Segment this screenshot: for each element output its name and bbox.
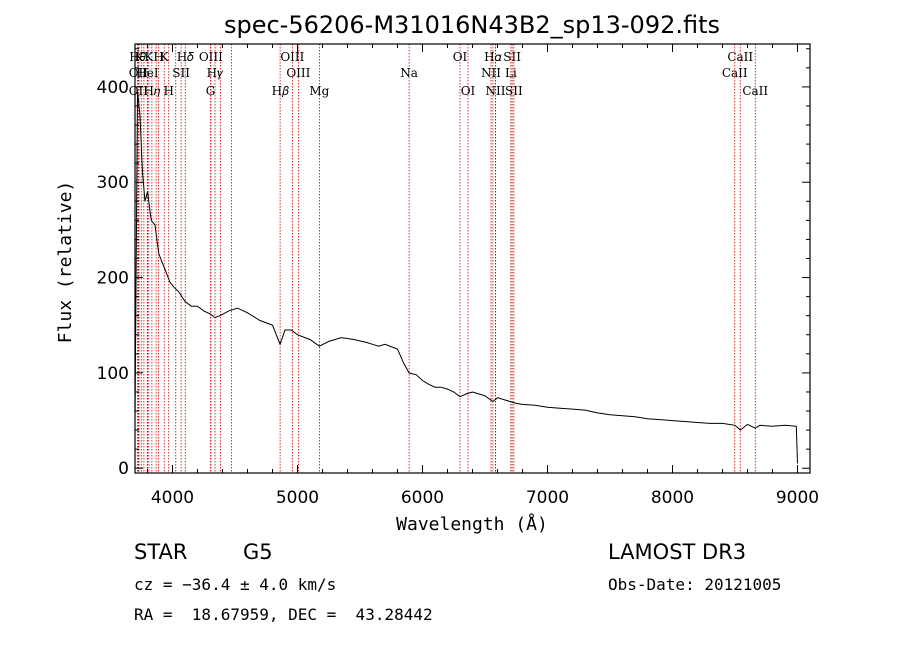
emission-line-markers xyxy=(137,44,756,473)
marker-label: H𝛾 xyxy=(207,66,224,80)
x-tick-label: 6000 xyxy=(401,488,444,508)
y-axis-label: Flux (relative) xyxy=(55,181,76,344)
marker-label: CaII xyxy=(727,50,753,64)
marker-label: SII xyxy=(505,84,523,98)
y-axis-ticks: 0 100 200 300 400 xyxy=(97,48,810,479)
marker-label: OIII xyxy=(280,50,304,64)
marker-label: Li xyxy=(505,66,517,80)
marker-label: NII xyxy=(486,84,506,98)
marker-label: H𝜃 xyxy=(129,50,146,64)
marker-label: H𝛽 xyxy=(272,84,289,98)
marker-label: K xyxy=(160,50,170,64)
observation-date: Obs-Date: 20121005 xyxy=(608,575,782,594)
marker-label: H xyxy=(164,84,174,98)
marker-label: H𝛿 xyxy=(177,50,194,64)
x-tick-label: 4000 xyxy=(151,488,194,508)
marker-label: OII xyxy=(129,84,149,98)
object-class: STAR xyxy=(134,540,188,564)
x-axis-ticks: 4000 5000 6000 7000 8000 9000 xyxy=(147,44,819,508)
spectrum-line xyxy=(134,91,798,464)
y-tick-label: 400 xyxy=(97,78,129,98)
x-tick-label: 8000 xyxy=(651,488,694,508)
y-tick-label: 0 xyxy=(118,459,129,479)
x-tick-label: 7000 xyxy=(526,488,569,508)
marker-label: NII xyxy=(481,66,501,80)
marker-label: OII xyxy=(129,66,149,80)
redshift-velocity: cz = −36.4 ± 4.0 km/s xyxy=(134,575,337,594)
y-tick-label: 200 xyxy=(97,269,129,289)
marker-label: SII xyxy=(503,50,521,64)
x-axis-label: Wavelength (Å) xyxy=(396,513,548,535)
sky-coordinates: RA = 18.67959, DEC = 43.28442 xyxy=(134,605,433,624)
x-tick-label: 9000 xyxy=(776,488,819,508)
marker-label: OIII xyxy=(199,50,223,64)
chart-title: spec-56206-M31016N43B2_sp13-092.fits xyxy=(224,11,720,39)
marker-label: OI xyxy=(453,50,468,64)
marker-label: CaII xyxy=(742,84,768,98)
marker-label: Κ xyxy=(135,50,145,64)
marker-label: H𝛼 xyxy=(484,50,501,64)
marker-label: HeI xyxy=(136,66,159,80)
object-subclass: G5 xyxy=(243,540,273,564)
marker-label: H xyxy=(153,50,163,64)
marker-label: G xyxy=(206,84,216,98)
marker-label: Κ xyxy=(144,50,154,64)
marker-label: H𝜂 xyxy=(143,84,160,98)
marker-label: OI xyxy=(461,84,476,98)
marker-label: Mg xyxy=(309,84,329,98)
marker-label: OIII xyxy=(286,66,310,80)
x-tick-label: 5000 xyxy=(276,488,319,508)
plot-frame xyxy=(134,43,811,474)
survey-name: LAMOST DR3 xyxy=(608,540,747,564)
y-tick-label: 300 xyxy=(97,173,129,193)
marker-label: Na xyxy=(400,66,418,80)
y-tick-label: 100 xyxy=(97,364,129,384)
marker-label: CaII xyxy=(722,66,748,80)
marker-label: SII xyxy=(172,66,190,80)
